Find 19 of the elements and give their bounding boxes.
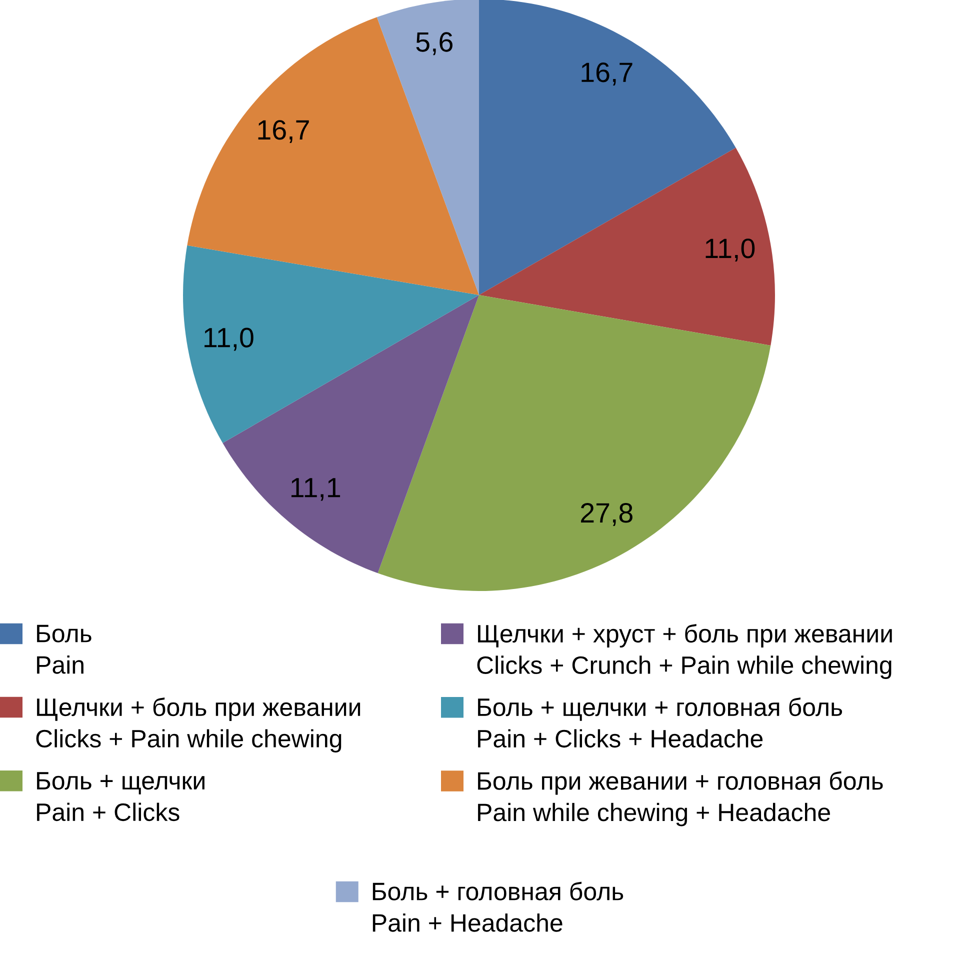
data-label: 11,0 <box>204 328 254 351</box>
legend-label: Боль + щелчки Pain + Clicks <box>37 772 204 822</box>
data-label: 16,7 <box>582 62 632 86</box>
legend-label: Боль Pain <box>37 624 92 674</box>
pie-slice <box>479 148 775 346</box>
legend-label: Щелчки + хруст + боль при жевании Clicks + Crunch + Pain while chewing <box>477 624 892 679</box>
legend-label: Боль + головная боль Pain + Headache <box>372 882 624 932</box>
data-label: 11,0 <box>706 238 755 262</box>
legend-label: Боль при жевании + головная боль Pain while chewing + Headache <box>478 771 883 826</box>
pie-slice <box>378 295 771 591</box>
data-label: 11,1 <box>291 478 340 501</box>
pie-slice <box>376 0 479 295</box>
data-label: 16,7 <box>258 120 309 144</box>
legend-label: Щелчки + боль при жевании Clicks + Pain while chewing <box>36 698 360 752</box>
data-label: 27,8 <box>580 503 632 526</box>
pie-slice <box>183 245 479 443</box>
data-label: 5,6 <box>416 32 452 56</box>
legend-label: Боль + щелчки + головная боль Pain + Clicks + Headache <box>478 698 842 748</box>
pie-slice <box>187 17 479 295</box>
